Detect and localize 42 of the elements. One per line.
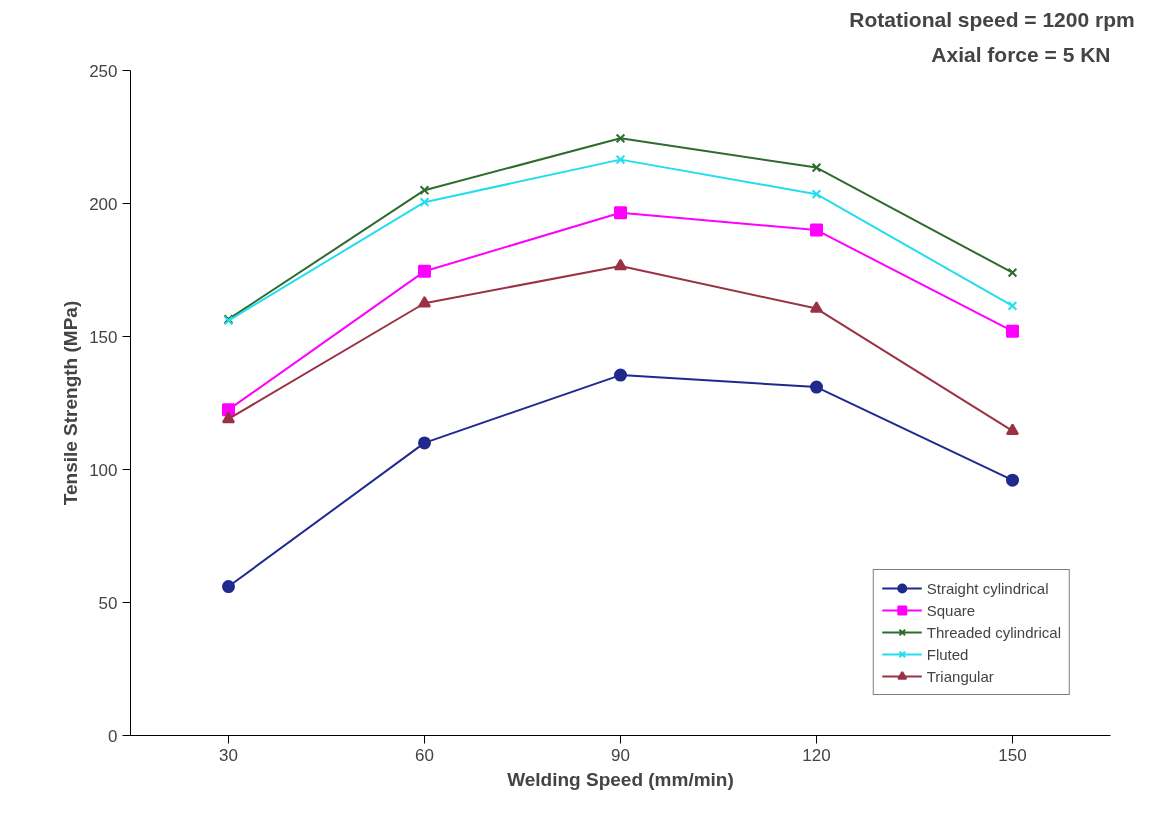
legend-label: Threaded cylindrical bbox=[926, 623, 1061, 641]
point bbox=[811, 162, 822, 173]
legend-label: Triangular bbox=[926, 667, 994, 685]
point bbox=[614, 368, 627, 382]
point bbox=[1007, 301, 1018, 311]
legend-label: Square bbox=[926, 601, 976, 619]
point bbox=[419, 197, 430, 208]
y-axis-title: Tensile Strength (MPa) bbox=[60, 300, 82, 506]
y-tick-label: 50 bbox=[98, 593, 118, 613]
point bbox=[1007, 267, 1018, 278]
point bbox=[419, 185, 430, 196]
point bbox=[1006, 473, 1019, 487]
point bbox=[418, 436, 431, 450]
y-tick-label: 100 bbox=[89, 460, 118, 480]
legend-label: Straight cylindrical bbox=[926, 579, 1049, 597]
y-tick-label: 0 bbox=[108, 726, 118, 746]
point bbox=[222, 411, 235, 424]
x-tick-label: 60 bbox=[415, 745, 434, 765]
y-tick-label: 250 bbox=[89, 61, 118, 81]
text: Axial force = 5 KN bbox=[931, 42, 1111, 66]
point bbox=[810, 380, 823, 394]
x-tick-label: 150 bbox=[998, 745, 1027, 765]
legend-label: Fluted bbox=[926, 645, 969, 663]
x-tick-label: 30 bbox=[219, 745, 238, 765]
point bbox=[615, 154, 626, 165]
y-tick-label: 200 bbox=[89, 194, 118, 214]
point bbox=[614, 258, 627, 271]
point bbox=[811, 189, 822, 200]
point bbox=[222, 580, 235, 594]
point bbox=[418, 295, 431, 308]
point bbox=[614, 206, 627, 220]
point bbox=[418, 264, 431, 278]
point bbox=[1006, 423, 1019, 436]
x-tick-label: 120 bbox=[802, 745, 831, 765]
x-axis-title: Welding Speed (mm/min) bbox=[507, 768, 734, 790]
point bbox=[810, 223, 823, 237]
y-tick-label: 150 bbox=[89, 327, 118, 347]
x-tick-label: 90 bbox=[611, 745, 630, 765]
point bbox=[1006, 324, 1019, 338]
point bbox=[615, 133, 626, 144]
point bbox=[810, 301, 823, 313]
text: Rotational speed = 1200 rpm bbox=[849, 7, 1135, 31]
